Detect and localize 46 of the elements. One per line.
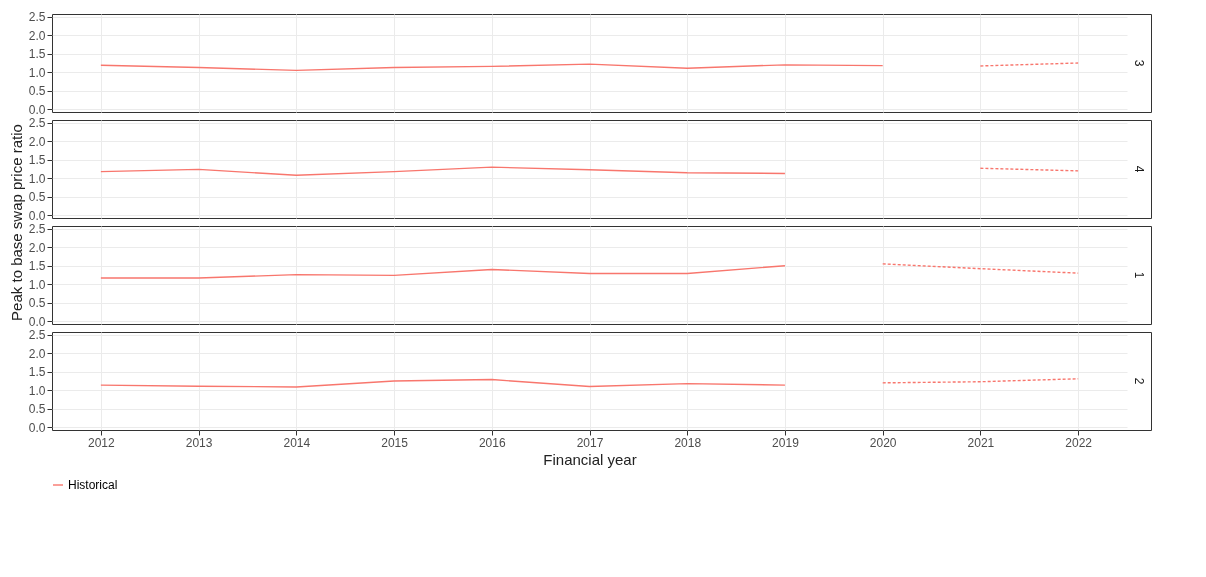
y-tick-label: 2.5: [28, 10, 46, 25]
y-tick-label: 0.5: [28, 296, 46, 311]
y-tick-label: 0.5: [28, 190, 46, 205]
y-tick-label: 1.5: [28, 47, 46, 62]
y-tick-label: 0.5: [28, 402, 46, 417]
x-tick-label: 2017: [576, 435, 604, 450]
x-tick-label: 2020: [869, 435, 897, 450]
x-axis-title: Financial year: [543, 450, 637, 468]
y-tick-label: 1.5: [28, 365, 46, 380]
text: 2: [1132, 377, 1146, 385]
y-axis-title: Peak to base swap price ratio: [7, 124, 25, 321]
y-tick-label: 1.0: [28, 383, 46, 398]
x-tick-label: 2015: [381, 435, 409, 450]
x-tick-label: 2014: [283, 435, 311, 450]
line-series: [100, 166, 786, 177]
y-tick-label: 1.5: [28, 259, 46, 274]
y-tick-label: 1.0: [28, 65, 46, 80]
y-tick-label: 2.5: [28, 328, 46, 343]
y-tick-label: 0.0: [28, 208, 46, 223]
line-series: [100, 63, 884, 72]
x-tick-label: 2016: [478, 435, 506, 450]
x-tick-label: 2021: [967, 435, 995, 450]
text: 1: [1132, 271, 1146, 279]
y-tick-label: 0.0: [28, 102, 46, 117]
x-tick-label: 2012: [88, 435, 116, 450]
x-tick-label: 2022: [1065, 435, 1093, 450]
line-series: [100, 378, 786, 388]
y-tick-label: 1.5: [28, 153, 46, 168]
text: 4: [1132, 165, 1146, 173]
legend-label: Historical: [68, 478, 118, 492]
y-tick-label: 1.0: [28, 277, 46, 292]
x-tick-label: 2019: [772, 435, 800, 450]
y-tick-label: 2.0: [28, 28, 46, 43]
x-tick-label: 2013: [185, 435, 213, 450]
x-tick-label: 2018: [674, 435, 702, 450]
y-tick-label: 2.0: [28, 346, 46, 361]
y-tick-label: 1.0: [28, 171, 46, 186]
y-tick-label: 2.5: [28, 222, 46, 237]
y-tick-label: 0.0: [28, 420, 46, 435]
y-tick-label: 0.0: [28, 314, 46, 329]
y-tick-label: 2.0: [28, 134, 46, 149]
y-tick-label: 2.5: [28, 116, 46, 131]
line-series: [100, 265, 786, 279]
y-tick-label: 2.0: [28, 240, 46, 255]
y-tick-label: 0.5: [28, 84, 46, 99]
text: 3: [1132, 59, 1146, 67]
